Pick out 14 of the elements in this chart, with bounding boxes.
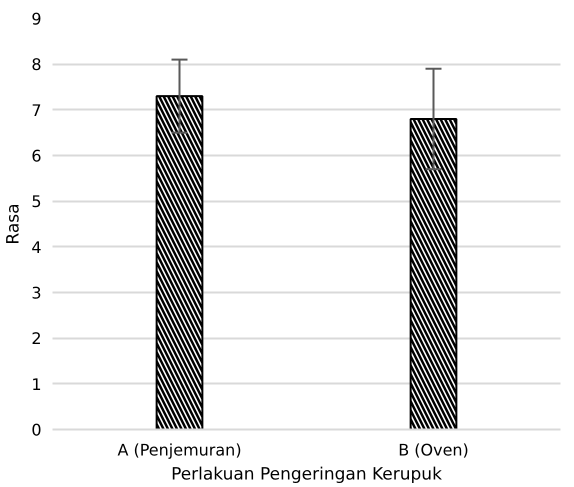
x-tick-label: A (Penjemuran)	[117, 440, 242, 460]
y-tick-label: 4	[31, 238, 42, 257]
x-axis-title: Perlakuan Pengeringan Kerupuk	[171, 464, 442, 484]
y-axis-title: Rasa	[3, 203, 24, 245]
y-tick-label: 8	[31, 55, 42, 74]
x-tick-label: B (Oven)	[398, 440, 469, 460]
y-tick-label: 6	[31, 146, 42, 166]
y-tick-label: 0	[31, 420, 42, 440]
y-tick-label: 2	[31, 329, 42, 348]
y-tick-label: 1	[31, 374, 42, 394]
y-tick-label: 5	[31, 192, 42, 212]
y-tick-label: 9	[31, 10, 42, 28]
y-tick-label: 3	[31, 284, 42, 302]
y-tick-label: 7	[31, 100, 42, 120]
